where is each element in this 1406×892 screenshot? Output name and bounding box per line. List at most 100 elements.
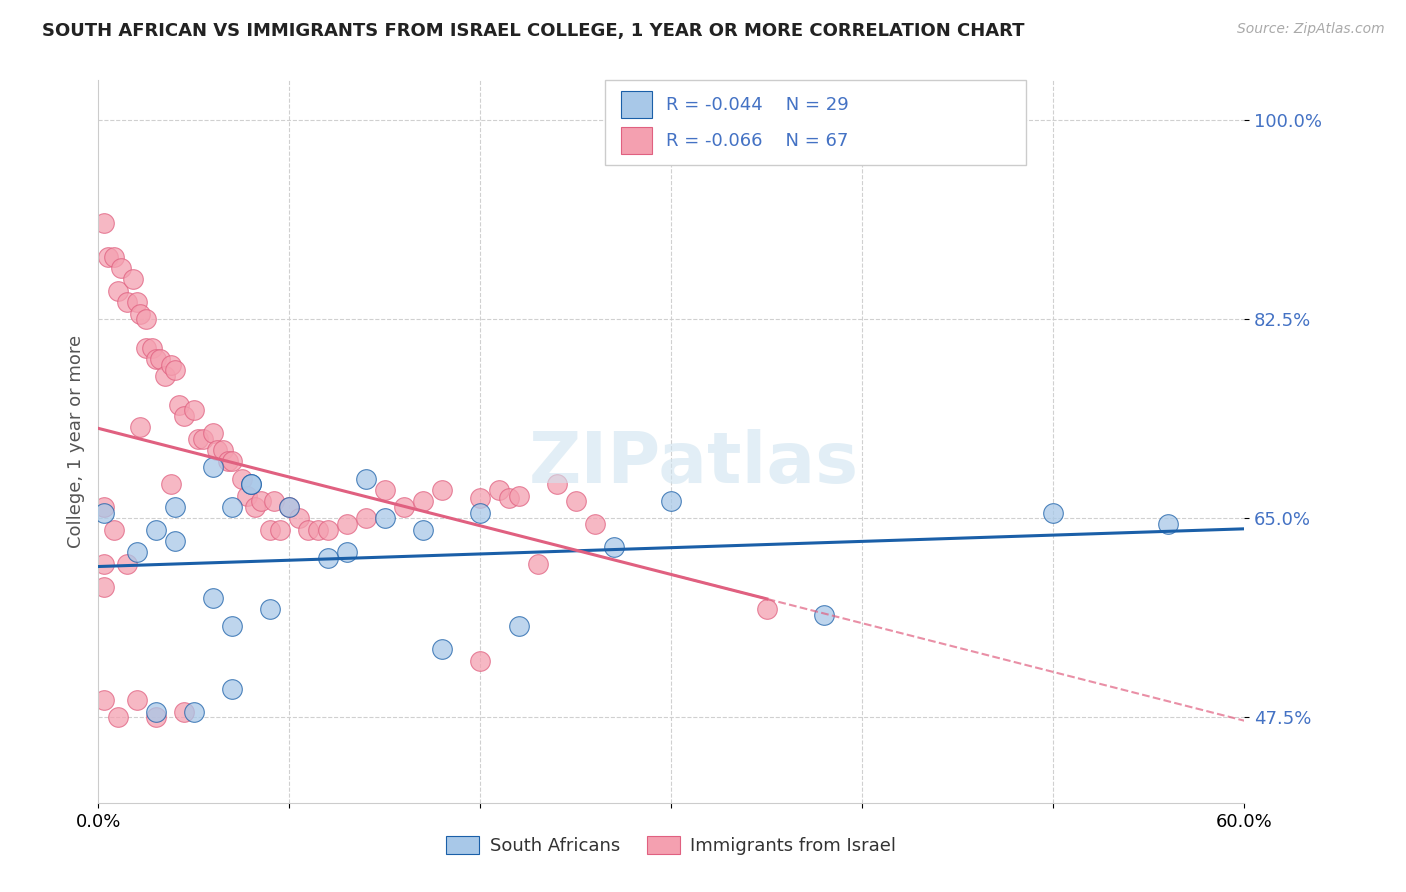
Point — [565, 494, 588, 508]
Point — [145, 523, 167, 537]
Point — [211, 443, 233, 458]
Point — [183, 705, 205, 719]
Point — [221, 454, 243, 468]
Point — [488, 483, 510, 497]
Text: SOUTH AFRICAN VS IMMIGRANTS FROM ISRAEL COLLEGE, 1 YEAR OR MORE CORRELATION CHAR: SOUTH AFRICAN VS IMMIGRANTS FROM ISRAEL … — [42, 22, 1025, 40]
Point — [145, 710, 167, 724]
Point — [173, 705, 195, 719]
Point — [249, 494, 271, 508]
Point — [430, 483, 453, 497]
Point — [316, 551, 339, 566]
Point — [160, 358, 183, 372]
Point — [167, 398, 190, 412]
Point — [187, 432, 209, 446]
Point — [508, 619, 530, 633]
Point — [183, 403, 205, 417]
Point — [603, 540, 626, 554]
Point — [307, 523, 329, 537]
Text: R = -0.044    N = 29: R = -0.044 N = 29 — [666, 95, 849, 113]
Point — [221, 500, 243, 514]
Point — [148, 352, 170, 367]
Point — [107, 710, 129, 724]
Point — [93, 580, 115, 594]
Point — [93, 500, 115, 514]
Point — [110, 260, 132, 275]
Point — [129, 420, 152, 434]
Point — [163, 363, 186, 377]
Point — [813, 608, 835, 623]
Point — [240, 477, 263, 491]
Point — [263, 494, 285, 508]
Point — [297, 523, 319, 537]
Point — [288, 511, 311, 525]
Point — [202, 425, 225, 440]
Point — [135, 312, 157, 326]
Point — [1042, 506, 1064, 520]
Point — [163, 534, 186, 549]
Text: ZIPatlas: ZIPatlas — [529, 429, 859, 498]
Point — [661, 494, 683, 508]
Point — [392, 500, 415, 514]
Point — [231, 471, 253, 485]
Point — [755, 602, 778, 616]
Point — [374, 511, 396, 525]
Point — [193, 432, 215, 446]
Point — [336, 545, 359, 559]
Point — [336, 516, 359, 531]
Point — [145, 705, 167, 719]
Point — [269, 523, 291, 537]
Point — [125, 545, 148, 559]
Point — [145, 352, 167, 367]
Point — [498, 491, 520, 505]
Point — [508, 489, 530, 503]
Point — [374, 483, 396, 497]
Point — [412, 494, 434, 508]
Point — [103, 250, 125, 264]
Point — [115, 557, 138, 571]
Text: Source: ZipAtlas.com: Source: ZipAtlas.com — [1237, 22, 1385, 37]
Point — [93, 693, 115, 707]
Text: R = -0.066    N = 67: R = -0.066 N = 67 — [666, 132, 849, 150]
Point — [236, 489, 259, 503]
Point — [160, 477, 183, 491]
Point — [546, 477, 568, 491]
Point — [202, 460, 225, 475]
Point — [526, 557, 548, 571]
Point — [135, 341, 157, 355]
Point — [470, 491, 492, 505]
Point — [93, 215, 115, 229]
Point — [125, 295, 148, 310]
Point — [259, 523, 281, 537]
Point — [221, 619, 243, 633]
Point — [583, 516, 606, 531]
Point — [129, 306, 152, 320]
Point — [205, 443, 228, 458]
Point — [155, 369, 177, 384]
Point — [259, 602, 281, 616]
Point — [278, 500, 301, 514]
Point — [93, 506, 115, 520]
Point — [354, 511, 377, 525]
Point — [221, 681, 243, 696]
Point — [115, 295, 138, 310]
Point — [430, 642, 453, 657]
Point — [163, 500, 186, 514]
Point — [470, 506, 492, 520]
Y-axis label: College, 1 year or more: College, 1 year or more — [66, 335, 84, 548]
Point — [173, 409, 195, 423]
Point — [93, 557, 115, 571]
Point — [217, 454, 239, 468]
Point — [316, 523, 339, 537]
Point — [240, 477, 263, 491]
Point — [125, 693, 148, 707]
Point — [103, 523, 125, 537]
Point — [243, 500, 266, 514]
Legend: South Africans, Immigrants from Israel: South Africans, Immigrants from Israel — [439, 829, 904, 863]
Point — [278, 500, 301, 514]
Point — [1157, 516, 1180, 531]
Point — [141, 341, 163, 355]
Point — [97, 250, 120, 264]
Point — [107, 284, 129, 298]
Point — [470, 654, 492, 668]
Point — [412, 523, 434, 537]
